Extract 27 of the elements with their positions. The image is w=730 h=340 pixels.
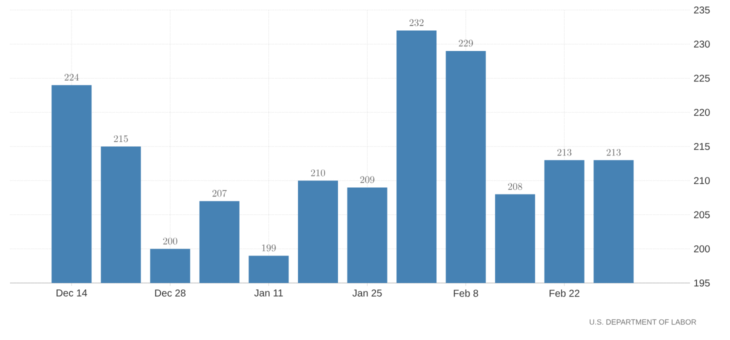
y-tick-label: 220 [694, 108, 710, 116]
x-tick-label: Jan 25 [352, 290, 382, 297]
data-label: 215 [114, 135, 128, 142]
data-label: 213 [557, 148, 572, 156]
data-label: 224 [64, 74, 79, 81]
y-tick-label: 235 [694, 6, 710, 14]
y-tick-label: 210 [694, 177, 710, 184]
y-tick-label: 195 [694, 279, 710, 287]
x-tick-label: Feb 22 [550, 290, 580, 297]
y-tick-label: 215 [694, 142, 710, 150]
y-tick-label: 225 [694, 74, 710, 82]
data-label: 232 [410, 19, 424, 26]
x-tick-label: Feb 8 [454, 290, 478, 297]
data-label: 200 [163, 238, 178, 245]
data-label: 199 [262, 244, 276, 252]
data-label: 208 [508, 183, 522, 190]
x-tick-label: Jan 11 [254, 290, 283, 296]
y-tick-label: 200 [694, 245, 710, 252]
y-tick-label: 205 [694, 211, 710, 218]
x-tick-label: Dec 28 [155, 290, 186, 297]
data-label: 209 [360, 176, 374, 184]
data-label: 207 [212, 190, 227, 197]
data-label: 210 [311, 169, 326, 176]
data-label: 213 [606, 148, 621, 156]
y-tick-label: 230 [694, 40, 710, 48]
x-tick-label: Dec 14 [56, 290, 88, 296]
data-label: 229 [458, 40, 473, 47]
